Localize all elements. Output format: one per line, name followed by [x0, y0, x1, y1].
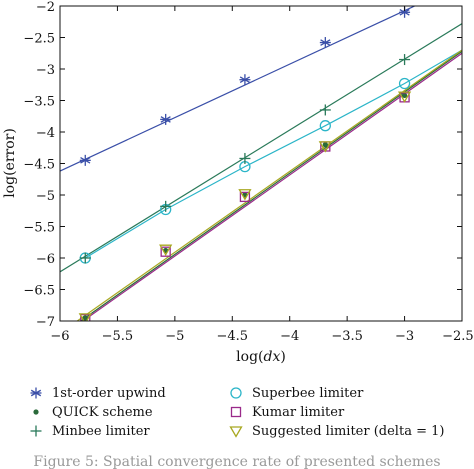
1st-order-upwind-point: [160, 113, 172, 125]
x-tick-label: −3: [395, 329, 414, 344]
suggested-limiter-delta-1-point: [159, 244, 173, 256]
x-axis-ticks: −6 −5.5 −5 −4.5 −4 −3.5 −3 −2.50: [50, 6, 474, 344]
kumar-limiter-point: [160, 246, 171, 257]
minbee-limiter-point: [319, 104, 331, 116]
fit-lines: [60, 6, 462, 321]
x-tick-label: −4.5: [216, 329, 248, 344]
quick-scheme-fit-line: [80, 50, 462, 321]
superbee-limiter-point: [319, 120, 331, 132]
y-tick-label: −6.5: [23, 284, 55, 299]
1st-order-upwind-point: [239, 74, 251, 86]
1st-order-upwind-point: [79, 154, 91, 166]
suggested-limiter-delta-1-point: [78, 313, 92, 321]
kumar-limiter-point: [80, 313, 91, 321]
x-tick-label: −6: [50, 329, 69, 344]
y-axis-title: log(error): [2, 128, 18, 198]
minbee-limiter-point: [160, 200, 172, 212]
legend-label-suggested-limiter-delta-1: Suggested limiter (delta = 1): [252, 424, 444, 439]
1st-order-upwind-fit-line: [60, 6, 417, 172]
minbee-limiter-point: [399, 54, 411, 66]
kumar-limiter-point: [239, 191, 251, 203]
legend-marker-quick-scheme: [33, 409, 39, 415]
1st-order-upwind-point: [319, 37, 331, 49]
data-markers: [78, 6, 412, 321]
suggested-limiter-delta-1-point: [238, 189, 252, 201]
1st-order-upwind-point: [399, 6, 411, 18]
y-tick-label: −7: [36, 315, 55, 330]
x-tick-label: −3.5: [331, 329, 363, 344]
y-tick-label: −4.5: [23, 158, 55, 173]
minbee-limiter-fit-line: [60, 23, 462, 273]
plot-frame: [59, 5, 463, 322]
x-tick-label: −2.50: [442, 329, 474, 344]
legend-label-1st-order-upwind: 1st-order upwind: [52, 386, 166, 401]
legend-marker-suggested-limiter-delta-1: [229, 426, 243, 438]
quick-scheme-point: [401, 92, 408, 99]
kumar-limiter-fit-line: [82, 52, 462, 321]
y-axis-ticks: −2 −2.5 −3 −3.5 −4 −4.5 −5 −5.5 −6 −6.5 −7: [23, 0, 462, 330]
x-tick-label: −5.5: [102, 329, 134, 344]
legend-label-kumar-limiter: Kumar limiter: [252, 405, 345, 420]
quick-scheme-point: [322, 142, 328, 148]
legend-label-minbee-limiter: Minbee limiter: [52, 424, 150, 439]
legend-marker-minbee-limiter: [30, 425, 42, 437]
legend-marker-1st-order-upwind: [30, 387, 42, 399]
y-tick-label: −5.5: [23, 221, 55, 236]
suggested-limiter-delta-1-fit-line: [76, 49, 462, 321]
y-tick-label: −3: [36, 63, 55, 78]
y-tick-label: −4: [36, 126, 55, 141]
y-tick-label: −6: [36, 252, 55, 267]
minbee-limiter-point: [239, 152, 251, 164]
y-tick-label: −5: [36, 189, 55, 204]
figure-caption: Figure 5: Spatial convergence rate of pr…: [33, 454, 440, 469]
superbee-limiter-fit-line: [84, 49, 462, 259]
y-tick-label: −3.5: [23, 95, 55, 110]
suggested-limiter-delta-1-point: [318, 141, 332, 153]
legend: 1st-order upwind Superbee limiter QUICK sc…: [30, 386, 444, 439]
legend-label-superbee-limiter: Superbee limiter: [252, 386, 364, 401]
quick-scheme-point: [82, 315, 88, 321]
suggested-limiter-delta-1-point: [397, 91, 412, 103]
legend-marker-superbee-limiter: [230, 387, 242, 399]
legend-marker-kumar-limiter: [230, 406, 242, 418]
x-tick-label: −4: [280, 329, 299, 344]
minbee-limiter-point: [79, 252, 91, 264]
x-axis-title: log(dx): [236, 349, 286, 365]
y-tick-label: −2.5: [23, 32, 55, 47]
y-tick-label: −2: [36, 0, 55, 15]
x-tick-label: −5: [165, 329, 184, 344]
superbee-limiter-point: [398, 77, 411, 90]
legend-label-quick-scheme: QUICK scheme: [52, 405, 153, 420]
